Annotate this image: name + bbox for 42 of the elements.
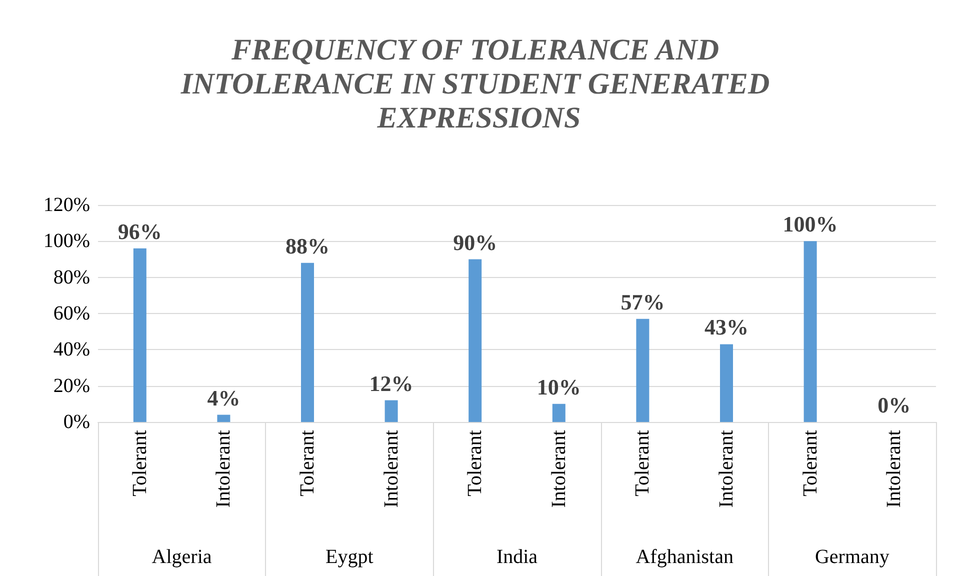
y-tick-label: 0% [63,411,90,433]
y-tick-label: 120% [43,194,90,216]
bar [301,262,314,422]
x-tick-label: Tolerant [799,430,822,496]
bar [552,404,566,422]
y-tick-label: 100% [43,230,90,252]
bar [133,248,146,422]
data-label: 96% [118,218,162,244]
text: Afghanistan [636,546,734,568]
bar [636,318,650,422]
chart-title: FREQUENCY OF TOLERANCE AND INTOLERANCE IN STUDENT GENERATED EXPRESSIONS [180,34,778,134]
x-tick-label: Tolerant [464,430,486,496]
bar [720,344,733,422]
x-tick-label: Intolerant [548,430,570,508]
data-label: 10% [536,374,581,400]
data-label: 0% [878,392,911,418]
x-tick-label: Intolerant [716,430,738,508]
x-tick-label: Tolerant [296,430,318,496]
data-label: 90% [453,230,498,255]
text: Eygpt [326,546,374,568]
data-label: 100% [782,212,838,237]
text: Algeria [152,546,212,568]
data-label: 57% [620,289,665,314]
y-tick-label: 40% [53,338,90,361]
y-tick-label: 60% [53,302,90,324]
bar [384,400,398,422]
data-label: 12% [369,370,414,396]
data-label: 43% [704,314,748,340]
text: India [496,546,538,568]
text: Germany [814,546,890,568]
x-tick-label: Tolerant [632,430,654,496]
bar [468,259,482,422]
x-tick-label: Intolerant [883,430,906,508]
data-label: 4% [207,385,240,410]
data-label: 88% [286,233,330,258]
y-tick-label: 20% [53,374,90,397]
x-tick-label: Intolerant [212,430,235,508]
y-tick-label: 80% [53,266,90,288]
x-tick-label: Tolerant [128,430,151,496]
x-tick-label: Intolerant [380,430,402,508]
bar [217,414,230,422]
bar [804,241,817,422]
